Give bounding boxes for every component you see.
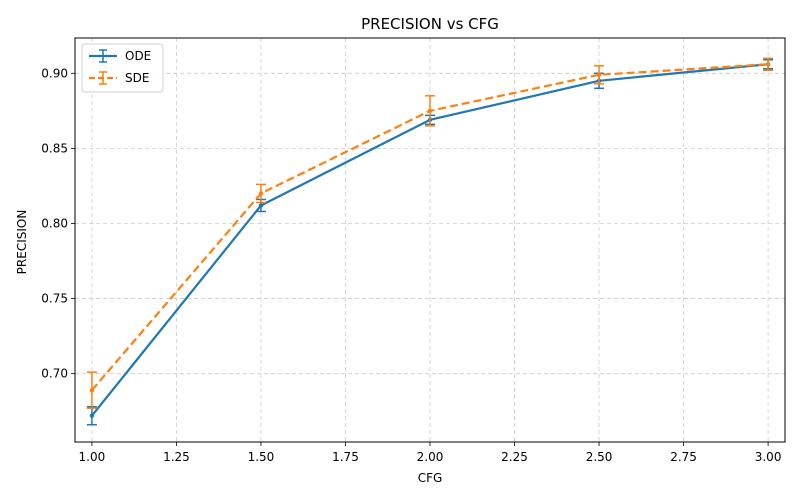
x-tick-label: 2.25	[501, 450, 528, 464]
x-tick-label: 1.00	[79, 450, 106, 464]
series-sde	[86, 57, 774, 409]
y-tick-label: 0.75	[41, 292, 68, 306]
x-axis-ticks: 1.00 1.25 1.50 1.75 2.00 2.25 2.50 2.75 3.00	[79, 442, 782, 464]
data-point-sde	[765, 62, 771, 67]
y-tick-label: 0.80	[41, 216, 68, 230]
legend-label-ode: ODE	[125, 49, 151, 63]
y-axis-ticks: 0.70 0.75 0.80 0.85 0.90	[41, 66, 75, 381]
chart-title: PRECISION vs CFG	[361, 15, 499, 33]
x-tick-label: 1.50	[248, 450, 275, 464]
x-tick-label: 3.00	[755, 450, 782, 464]
y-tick-label: 0.70	[41, 367, 68, 381]
x-tick-label: 2.00	[417, 450, 444, 464]
data-point-sde	[89, 387, 95, 393]
data-point-sde	[596, 72, 602, 77]
y-axis-label: PRECISION	[15, 210, 29, 275]
data-point-ode	[89, 413, 95, 418]
y-tick-label: 0.90	[41, 66, 68, 80]
x-axis-label: CFG	[418, 471, 443, 485]
data-point-sde	[427, 108, 433, 114]
x-tick-label: 1.75	[332, 450, 359, 464]
x-tick-label: 1.25	[163, 450, 190, 464]
data-point-sde	[258, 191, 264, 196]
y-tick-label: 0.85	[41, 141, 68, 155]
legend: ODE SDE	[81, 43, 164, 93]
x-tick-label: 2.50	[586, 450, 613, 464]
legend-label-sde: SDE	[125, 71, 149, 85]
series-layer	[86, 57, 774, 426]
x-tick-label: 2.75	[670, 450, 697, 464]
data-point-ode	[258, 203, 264, 208]
